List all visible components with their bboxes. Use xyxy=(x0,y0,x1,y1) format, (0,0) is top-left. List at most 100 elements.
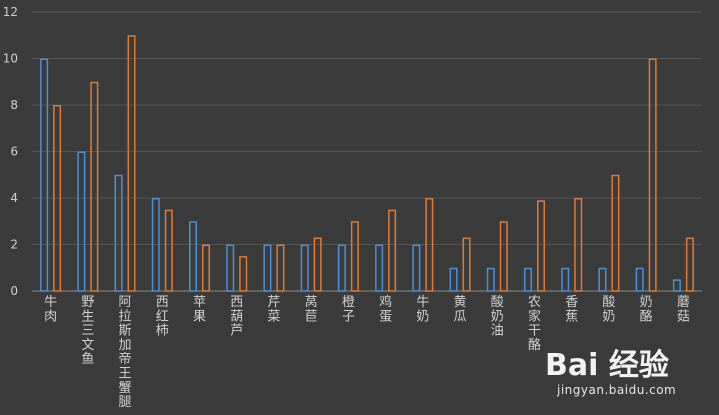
x-tick-label: 奶 xyxy=(602,309,615,324)
bar xyxy=(635,267,644,292)
bar xyxy=(313,237,322,292)
y-tick-label: 4 xyxy=(10,191,18,205)
x-tick-label: 蘑 xyxy=(677,295,690,310)
x-tick-label: 橙 xyxy=(342,295,355,310)
bar xyxy=(300,244,309,292)
bar xyxy=(375,244,384,292)
x-tick-label: 芦 xyxy=(230,324,243,339)
bar xyxy=(462,237,471,292)
x-tick-label: 肉 xyxy=(44,309,57,324)
x-tick-label: 加 xyxy=(119,338,132,353)
x-tick-label: 腿 xyxy=(119,395,132,410)
bar xyxy=(561,267,570,292)
x-tick-label: 香 xyxy=(565,295,578,310)
x-tick-label: 野 xyxy=(81,295,94,310)
x-tick-label: 帝 xyxy=(119,351,132,367)
x-tick-label: 奶 xyxy=(640,295,653,310)
x-tick-label: 瓜 xyxy=(454,309,467,324)
x-tick-label: 葫 xyxy=(230,309,243,324)
x-tick-label: 酪 xyxy=(640,308,653,324)
x-tick-label: 牛 xyxy=(44,295,57,310)
bar xyxy=(350,221,359,292)
bar-marks xyxy=(40,35,694,292)
x-tick-label: 农 xyxy=(528,295,541,310)
bar xyxy=(425,198,434,292)
x-axis: 牛肉野生三文鱼阿拉斯加帝王蟹腿西红柿苹果西葫芦芹菜莴苣橙子鸡蛋牛奶黄瓜酸奶油农家… xyxy=(44,294,690,410)
y-tick-label: 2 xyxy=(10,238,18,252)
bar xyxy=(412,244,421,292)
x-tick-label: 西 xyxy=(156,295,169,310)
bar xyxy=(276,244,285,292)
x-tick-label: 果 xyxy=(193,309,206,324)
y-tick-label: 12 xyxy=(3,5,18,19)
x-tick-label: 红 xyxy=(156,308,169,324)
x-tick-label: 菜 xyxy=(267,309,280,324)
bar xyxy=(574,198,583,292)
x-tick-label: 蛋 xyxy=(379,309,392,324)
x-tick-label: 酪 xyxy=(528,337,541,353)
bar xyxy=(127,35,136,292)
x-tick-label: 西 xyxy=(230,295,243,310)
x-tick-label: 酸 xyxy=(491,295,504,310)
bar xyxy=(486,267,495,292)
x-tick-label: 鱼 xyxy=(81,351,94,367)
x-tick-label: 蕉 xyxy=(565,309,578,324)
bar xyxy=(537,200,545,292)
gridlines xyxy=(32,11,702,292)
x-tick-label: 奶 xyxy=(491,309,504,324)
x-tick-label: 菇 xyxy=(677,309,690,324)
x-tick-label: 子 xyxy=(342,309,355,324)
x-tick-label: 拉 xyxy=(119,309,132,324)
x-tick-label: 苣 xyxy=(305,309,318,324)
bar xyxy=(151,198,160,292)
bar xyxy=(164,209,173,292)
x-tick-label: 酸 xyxy=(602,295,615,310)
bar xyxy=(77,151,86,292)
x-tick-label: 苹 xyxy=(193,295,206,310)
watermark-url: jingyan.baidu.com xyxy=(557,383,677,397)
x-tick-label: 牛 xyxy=(416,295,429,310)
x-tick-label: 蟹 xyxy=(119,381,132,396)
x-tick-label: 奶 xyxy=(416,309,429,324)
baidu-watermark: Bai 经验 jingyan.baidu.com xyxy=(545,340,705,400)
x-tick-label: 鸡 xyxy=(379,294,392,310)
y-axis: 0 2 4 6 8 10 12 xyxy=(3,5,18,298)
y-tick-label: 8 xyxy=(10,98,18,112)
bar xyxy=(239,256,248,292)
bar xyxy=(388,209,397,292)
x-tick-label: 阿 xyxy=(119,295,132,310)
x-tick-label: 家 xyxy=(528,308,541,324)
bar xyxy=(189,221,197,292)
y-tick-label: 6 xyxy=(10,145,18,159)
x-tick-label: 生 xyxy=(81,309,94,324)
bar xyxy=(611,174,620,292)
x-tick-label: 黄 xyxy=(454,295,467,310)
x-tick-label: 三 xyxy=(81,324,94,339)
bar xyxy=(499,221,508,292)
bar xyxy=(114,174,123,292)
bar xyxy=(648,58,657,292)
x-tick-label: 芹 xyxy=(267,295,280,310)
x-tick-label: 王 xyxy=(119,367,132,382)
x-tick-label: 莴 xyxy=(305,295,318,310)
bar xyxy=(90,81,99,292)
bar xyxy=(53,105,62,292)
bar xyxy=(263,244,272,292)
bar xyxy=(672,279,681,292)
bar xyxy=(337,244,346,292)
watermark-brand: Bai 经验 xyxy=(545,348,669,383)
y-tick-label: 0 xyxy=(10,284,18,298)
bar xyxy=(449,267,458,292)
x-tick-label: 柿 xyxy=(156,323,169,339)
bar xyxy=(40,58,49,292)
bar xyxy=(598,267,607,292)
y-tick-label: 10 xyxy=(3,52,18,66)
bar xyxy=(685,237,694,292)
x-tick-label: 文 xyxy=(81,338,94,353)
bar xyxy=(202,244,210,292)
x-tick-label: 油 xyxy=(491,324,504,339)
x-tick-label: 斯 xyxy=(119,324,132,339)
bar xyxy=(524,267,532,292)
